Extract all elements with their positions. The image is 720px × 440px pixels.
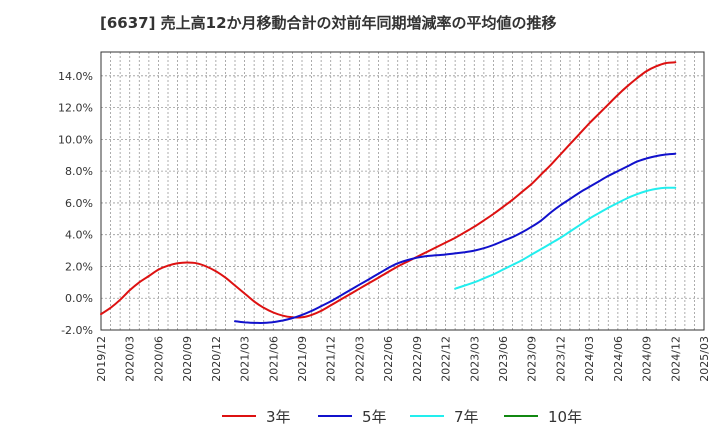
y-tick-label: 10.0%	[58, 133, 93, 146]
x-tick-label: 2023/09	[526, 336, 539, 382]
y-tick-label: 4.0%	[65, 229, 93, 242]
x-axis-ticks: 2019/12 2020/03 2020/06 2020/09 2020/12 2021/…	[95, 336, 711, 382]
x-tick-label: 2022/12	[440, 336, 453, 382]
x-tick-label: 2024/12	[669, 336, 682, 382]
x-tick-label: 2021/12	[325, 336, 338, 382]
y-tick-label: -2.0%	[61, 324, 93, 337]
legend-label-7y: 7年	[454, 408, 479, 426]
x-tick-label: 2024/03	[583, 336, 596, 382]
grid-layer	[100, 52, 705, 331]
legend-swatch-3y	[222, 415, 256, 417]
x-tick-label: 2024/09	[641, 336, 654, 382]
legend-swatch-7y	[410, 415, 444, 417]
x-tick-label: 2025/03	[698, 336, 711, 382]
legend-label-10y: 10年	[548, 408, 583, 426]
x-tick-label: 2023/06	[497, 336, 510, 382]
series-line-0	[100, 61, 677, 319]
x-tick-label: 2020/03	[124, 336, 137, 382]
y-tick-label: 12.0%	[58, 102, 93, 115]
x-tick-label: 2020/12	[210, 336, 223, 382]
y-tick-label: 2.0%	[65, 260, 93, 273]
y-axis-ticks: -2.0% 0.0% 2.0% 4.0% 6.0% 8.0% 10.0% 12.0% 14.0%	[58, 70, 93, 337]
y-tick-label: 8.0%	[65, 165, 93, 178]
x-tick-label: 2022/06	[382, 336, 395, 382]
x-tick-label: 2024/06	[612, 336, 625, 382]
y-tick-label: 0.0%	[65, 292, 93, 305]
x-tick-label: 2019/12	[95, 336, 108, 382]
x-tick-label: 2020/06	[152, 336, 165, 382]
x-tick-label: 2023/12	[554, 336, 567, 382]
x-tick-label: 2022/09	[411, 336, 424, 382]
legend: 3年 5年 7年 10年	[0, 404, 720, 428]
legend-swatch-5y	[318, 415, 352, 417]
x-tick-label: 2022/03	[353, 336, 366, 382]
x-tick-label: 2023/03	[468, 336, 481, 382]
y-tick-label: 14.0%	[58, 70, 93, 83]
legend-label-5y: 5年	[362, 408, 387, 426]
series-layer	[100, 61, 677, 324]
legend-label-3y: 3年	[266, 408, 291, 426]
y-tick-label: 6.0%	[65, 197, 93, 210]
x-tick-label: 2021/09	[296, 336, 309, 382]
legend-swatch-10y	[504, 415, 538, 417]
x-tick-label: 2020/09	[181, 336, 194, 382]
series-line-1	[234, 152, 677, 324]
x-tick-label: 2021/03	[239, 336, 252, 382]
x-tick-label: 2021/06	[267, 336, 280, 382]
plot-frame	[100, 51, 705, 331]
chart-title: [6637] 売上高12か月移動合計の対前年同期増減率の平均値の推移	[100, 14, 557, 32]
series-line-2	[454, 186, 677, 290]
